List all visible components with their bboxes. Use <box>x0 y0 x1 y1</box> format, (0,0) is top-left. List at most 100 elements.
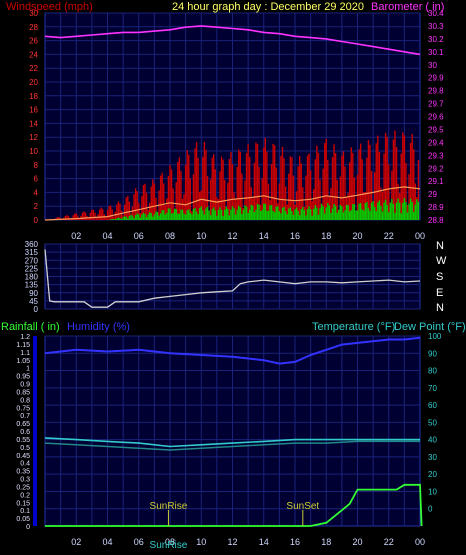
rainfall-tick-label: 1.15 <box>16 342 30 349</box>
rainfall-tick-label: 0 <box>26 524 30 531</box>
rainfall-tick-label: 0.35 <box>16 469 30 476</box>
x-tick-label: 06 <box>134 231 144 241</box>
direction-panel-series <box>44 249 421 308</box>
rainfall-tick-label: 0.7 <box>20 413 30 420</box>
barometer-tick-label: 29.1 <box>428 177 444 186</box>
x-tick-label: 18 <box>321 537 331 547</box>
rainfall-tick-label: 0.85 <box>16 389 30 396</box>
direction-tick-label: 225 <box>25 264 39 273</box>
barometer-tick-label: 29.6 <box>428 113 444 122</box>
x-tick-label: 06 <box>134 537 144 547</box>
barometer-tick-label: 28.9 <box>428 203 444 212</box>
temperature-tick-label: 60 <box>428 401 437 410</box>
windspeed-tick-label: 2 <box>34 202 39 211</box>
windspeed-tick-label: 8 <box>34 161 39 170</box>
humidity-axis-label: Humidity (%) <box>67 321 130 333</box>
x-tick-label: 20 <box>352 537 362 547</box>
barometer-tick-label: 30.2 <box>428 35 444 44</box>
barometer-tick-label: 29.9 <box>428 74 444 83</box>
rainfall-tick-label: 0.1 <box>20 508 30 515</box>
rainfall-tick-label: 0.4 <box>20 461 30 468</box>
compass-label-n-bottom: N <box>436 302 444 314</box>
x-tick-label: 16 <box>290 231 300 241</box>
windspeed-tick-label: 22 <box>29 64 38 73</box>
barometer-axis-label: Barometer ( in) <box>371 1 444 13</box>
windspeed-tick-label: 0 <box>34 216 39 225</box>
x-tick-label: 22 <box>384 231 394 241</box>
x-tick-label: 20 <box>352 231 362 241</box>
compass-label-e: E <box>436 287 443 299</box>
temperature-tick-label: 40 <box>428 436 437 445</box>
rainfall-tick-label: 0.05 <box>16 516 30 523</box>
compass-label-n-top: N <box>436 240 444 252</box>
rainfall-tick-label: 0.55 <box>16 437 30 444</box>
x-tick-label: 08 <box>165 537 175 547</box>
rainfall-tick-label: 0.45 <box>16 453 30 460</box>
humidity-line <box>44 336 421 365</box>
rainfall-tick-label: 0.25 <box>16 484 30 491</box>
windspeed-tick-label: 24 <box>29 50 38 59</box>
windspeed-tick-label: 12 <box>29 133 38 142</box>
rainfall-tick-label: 0.95 <box>16 374 30 381</box>
x-tick-label: 12 <box>227 231 237 241</box>
x-tick-label: 10 <box>196 537 206 547</box>
windspeed-tick-label: 18 <box>29 92 38 101</box>
rainfall-line <box>45 483 423 527</box>
compass-label-w: W <box>436 255 447 267</box>
x-tick-label: 14 <box>259 537 269 547</box>
temperature-tick-label: 90 <box>428 349 437 358</box>
x-tick-label: 14 <box>259 231 269 241</box>
wind-panel-series <box>44 25 421 221</box>
direction-tick-label: 270 <box>25 256 39 265</box>
dewpoint-axis-label: Dew Point (°F) <box>394 321 466 333</box>
sunrise-bottom-label: SunRise <box>150 540 188 551</box>
wind-panel-axes: 02468101214161820222426283028.828.92929.… <box>29 9 444 241</box>
x-tick-label: 04 <box>102 231 112 241</box>
rainfall-tick-label: 0.6 <box>20 429 30 436</box>
rainfall-tick-label: 0.9 <box>20 382 30 389</box>
rainfall-tick-label: 0.75 <box>16 405 30 412</box>
temperature-tick-label: 50 <box>428 418 437 427</box>
barometer-tick-label: 29.2 <box>428 164 444 173</box>
x-tick-label: 08 <box>165 231 175 241</box>
direction-tick-label: 0 <box>34 305 39 314</box>
barometer-tick-label: 29.7 <box>428 100 444 109</box>
barometer-tick-label: 29.3 <box>428 151 444 160</box>
rainfall-axis-label: Rainfall ( in) <box>1 321 60 333</box>
barometer-tick-label: 29 <box>428 190 437 199</box>
x-tick-label: 22 <box>384 537 394 547</box>
barometer-tick-label: 30 <box>428 61 437 70</box>
rainfall-tick-label: 0.8 <box>20 397 30 404</box>
rainfall-tick-label: 0.5 <box>20 445 30 452</box>
direction-tick-label: 180 <box>25 273 39 282</box>
temperature-tick-label: 0 <box>428 505 433 514</box>
x-tick-label: 10 <box>196 231 206 241</box>
barometer-tick-label: 29.8 <box>428 87 444 96</box>
humidity-panel-series <box>44 336 423 527</box>
barometer-line <box>44 25 421 56</box>
temperature-tick-label: 100 <box>428 332 442 341</box>
rainfall-tick-label: 0.15 <box>16 500 30 507</box>
x-tick-label: 18 <box>321 231 331 241</box>
wind-direction-line <box>44 249 421 308</box>
windspeed-tick-label: 16 <box>29 106 38 115</box>
x-tick-label: 00 <box>415 231 425 241</box>
rainfall-tick-label: 1 <box>26 366 30 373</box>
dewpoint-line <box>44 440 420 451</box>
windspeed-tick-label: 30 <box>29 9 38 18</box>
compass-label-s: S <box>436 271 443 283</box>
barometer-tick-label: 29.4 <box>428 138 444 147</box>
barometer-tick-label: 30.3 <box>428 22 444 31</box>
windspeed-tick-label: 4 <box>34 188 39 197</box>
x-tick-label: 02 <box>71 537 81 547</box>
direction-compass-labels: N W S E N <box>436 240 447 314</box>
barometer-tick-label: 28.8 <box>428 216 444 225</box>
sunset-label: SunSet <box>286 501 319 512</box>
humidity-panel-axes: 00.050.10.150.20.250.30.350.40.450.50.55… <box>16 332 442 547</box>
rainfall-tick-label: 0.2 <box>20 492 30 499</box>
barometer-tick-label: 30.4 <box>428 9 444 18</box>
direction-tick-label: 360 <box>25 240 39 249</box>
sun-markers: SunRise SunSet SunRise <box>150 501 320 551</box>
humidity-scale-bar <box>33 336 37 526</box>
